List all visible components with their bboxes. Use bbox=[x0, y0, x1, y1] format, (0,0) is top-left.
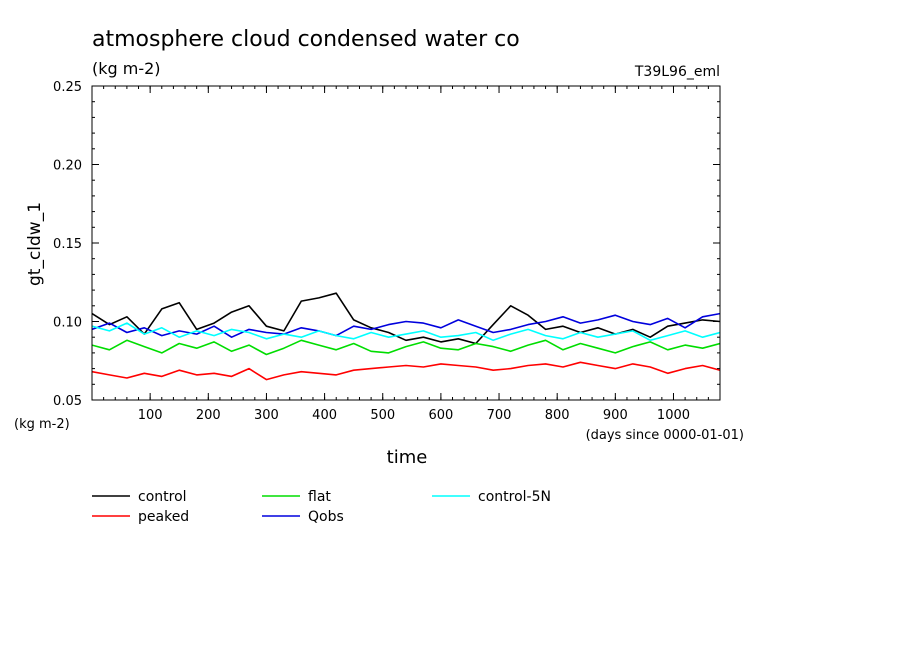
chart-title: atmosphere cloud condensed water co bbox=[92, 27, 520, 52]
x-tick-label: 900 bbox=[603, 408, 628, 423]
legend-item: flat bbox=[262, 489, 331, 505]
series-line-control-5n bbox=[92, 322, 720, 342]
legend: control peaked flat Qobs control-5N bbox=[92, 489, 551, 525]
y-axis-label: gt_cldw_1 bbox=[25, 202, 45, 286]
y-axis-units: (kg m-2) bbox=[14, 417, 70, 432]
y-tick-label: 0.25 bbox=[53, 80, 82, 95]
x-tick-label: 500 bbox=[370, 408, 395, 423]
series-line-qobs bbox=[92, 312, 720, 339]
x-tick-label: 700 bbox=[487, 408, 512, 423]
x-tick-label: 400 bbox=[312, 408, 337, 423]
series-line-peaked bbox=[92, 361, 720, 381]
legend-item: Qobs bbox=[262, 509, 344, 525]
plot-frame bbox=[91, 85, 721, 401]
y-tick-label: 0.10 bbox=[53, 316, 82, 331]
legend-item: peaked bbox=[92, 509, 189, 525]
x-tick-label: 800 bbox=[545, 408, 570, 423]
x-tick-label: 300 bbox=[254, 408, 279, 423]
x-tick-label: 200 bbox=[196, 408, 221, 423]
x-tick-label: 600 bbox=[428, 408, 453, 423]
legend-label: flat bbox=[308, 489, 331, 505]
x-tick-label: 1000 bbox=[657, 408, 690, 423]
y-tick-label: 0.15 bbox=[53, 237, 82, 252]
series-group bbox=[92, 292, 720, 381]
legend-label: control bbox=[138, 489, 187, 505]
x-tick-label: 100 bbox=[138, 408, 163, 423]
plot-area: 100 200 300 400 500 600 700 800 900 1000 0.05 0.10 0… bbox=[53, 80, 721, 423]
legend-label: peaked bbox=[138, 509, 189, 525]
legend-label: Qobs bbox=[308, 509, 344, 525]
y-tick-label: 0.20 bbox=[53, 159, 82, 174]
legend-item: control-5N bbox=[432, 489, 551, 505]
legend-item: control bbox=[92, 489, 187, 505]
x-axis-units: (days since 0000-01-01) bbox=[586, 428, 744, 443]
x-axis-label: time bbox=[387, 447, 428, 468]
y-tick-label: 0.05 bbox=[53, 394, 82, 409]
legend-label: control-5N bbox=[478, 489, 551, 505]
chart-subtitle: (kg m-2) bbox=[92, 59, 161, 78]
run-label: T39L96_eml bbox=[634, 64, 720, 80]
series-line-flat bbox=[92, 339, 720, 356]
